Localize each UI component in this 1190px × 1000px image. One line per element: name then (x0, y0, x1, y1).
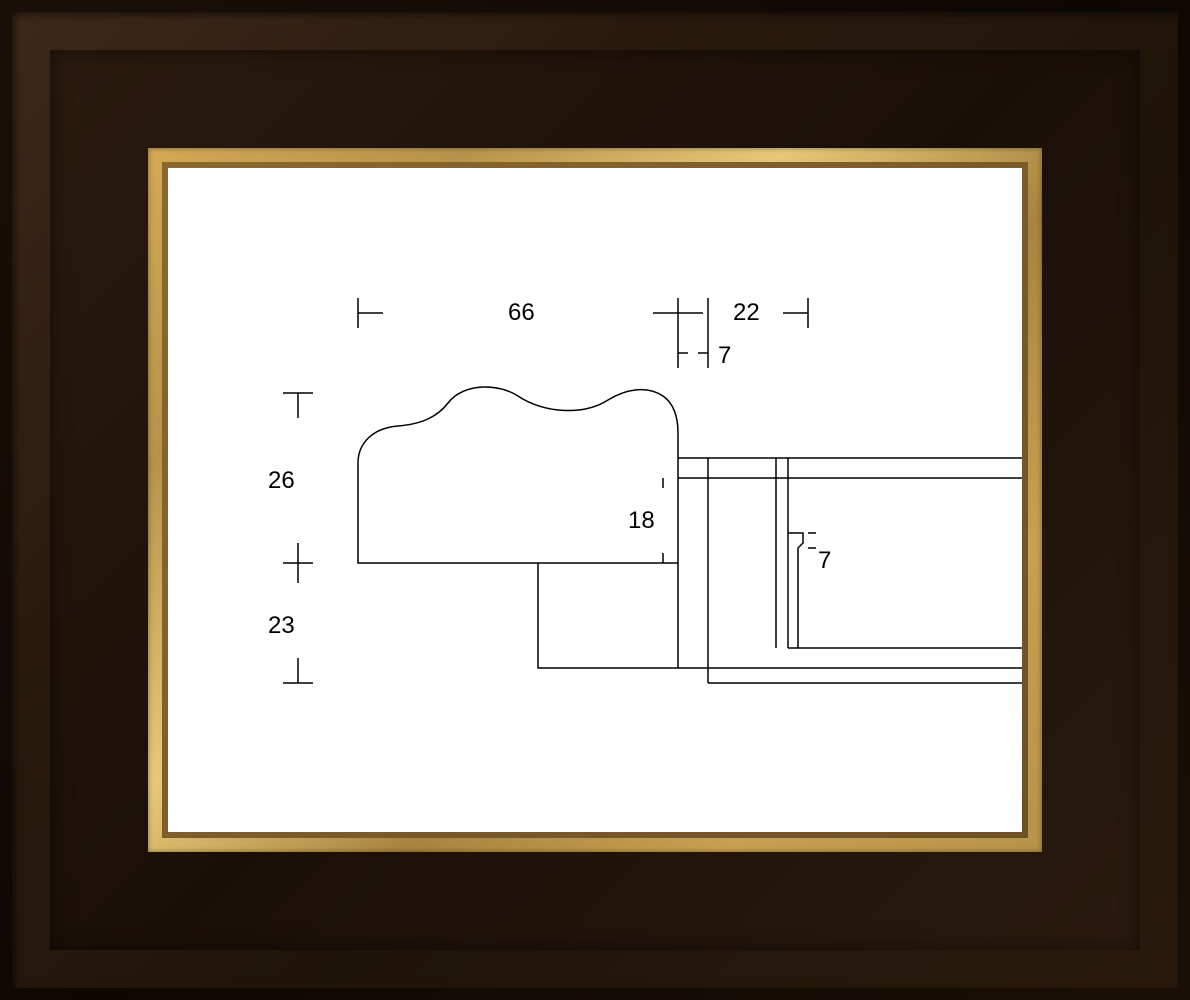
moulding-profile-path (358, 387, 678, 563)
dim-label-18: 18 (628, 507, 655, 534)
dim-label-26: 26 (268, 467, 295, 494)
dim-label-22: 22 (733, 299, 760, 326)
liner-notch-path (788, 533, 803, 648)
dim-label-7-step: 7 (818, 547, 831, 574)
frame-outer: 66 22 7 26 23 18 7 (0, 0, 1190, 1000)
dim-left-col (283, 393, 313, 683)
dim-label-7-top: 7 (718, 342, 731, 369)
dim-7-step (808, 533, 816, 548)
rabbet-block-path (538, 563, 678, 668)
profile-diagram: 66 22 7 26 23 18 7 (168, 168, 1022, 832)
dim-label-66: 66 (508, 299, 535, 326)
dim-label-23: 23 (268, 612, 295, 639)
